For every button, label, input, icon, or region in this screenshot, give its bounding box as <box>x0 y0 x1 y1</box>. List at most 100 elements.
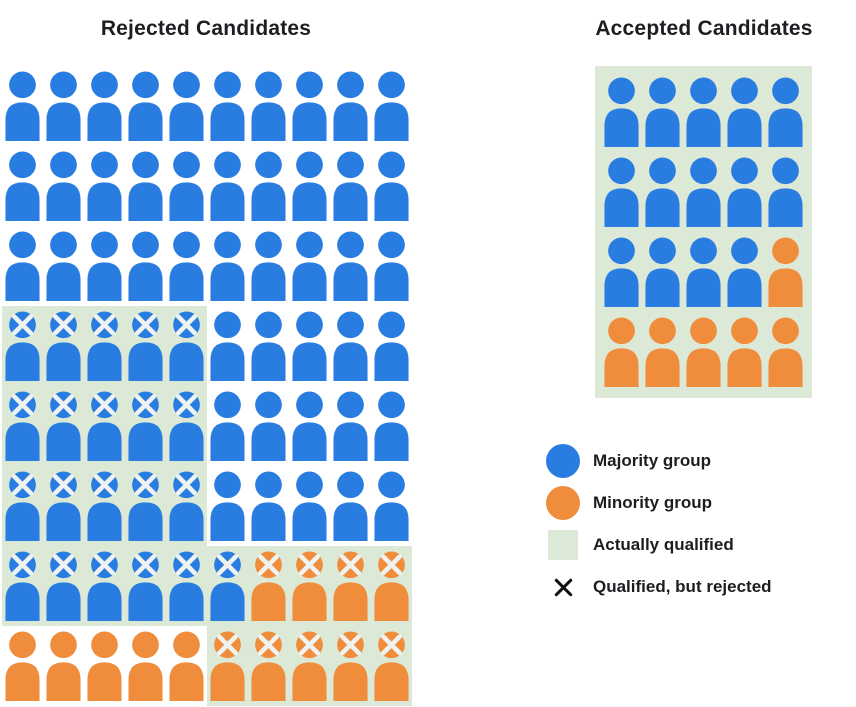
person-majority-qualified-crossed <box>43 546 84 626</box>
person-majority-qualified <box>683 152 724 232</box>
person-minority-qualified-crossed <box>248 546 289 626</box>
person-majority <box>248 226 289 306</box>
person-icon <box>374 391 409 461</box>
person-icon <box>46 151 81 221</box>
person-majority-qualified-crossed <box>43 386 84 466</box>
person-icon <box>727 317 762 387</box>
person-icon <box>604 317 639 387</box>
person-icon <box>128 471 163 541</box>
person-majority-qualified <box>642 72 683 152</box>
person-majority <box>289 66 330 146</box>
person-icon <box>333 391 368 461</box>
person-icon <box>5 71 40 141</box>
person-icon <box>87 631 122 701</box>
person-icon <box>727 77 762 147</box>
person-minority-qualified-crossed <box>289 626 330 706</box>
person-icon <box>128 71 163 141</box>
person-icon <box>645 317 680 387</box>
person-majority <box>330 466 371 546</box>
person-icon <box>210 471 245 541</box>
person-majority <box>166 66 207 146</box>
person-majority <box>248 66 289 146</box>
person-icon <box>292 631 327 701</box>
person-majority-qualified-crossed <box>84 386 125 466</box>
person-majority <box>371 386 412 466</box>
x-mark-icon <box>546 576 580 599</box>
person-majority-qualified-crossed <box>125 546 166 626</box>
person-minority-qualified <box>642 312 683 392</box>
person-majority-qualified-crossed <box>166 466 207 546</box>
person-icon <box>210 71 245 141</box>
person-majority <box>330 306 371 386</box>
person-majority-qualified <box>765 152 806 232</box>
person-icon <box>46 471 81 541</box>
person-majority-qualified-crossed <box>84 466 125 546</box>
person-icon <box>251 471 286 541</box>
person-icon <box>46 551 81 621</box>
person-majority <box>2 146 43 226</box>
person-majority-qualified <box>642 152 683 232</box>
person-icon <box>210 631 245 701</box>
person-majority <box>330 66 371 146</box>
person-minority-qualified-crossed <box>248 626 289 706</box>
person-icon <box>374 311 409 381</box>
person-majority <box>125 226 166 306</box>
accepted-candidates-grid <box>595 66 812 398</box>
legend: Majority group Minority group Actually qua… <box>546 444 772 612</box>
legend-label: Actually qualified <box>593 535 734 554</box>
person-icon <box>333 311 368 381</box>
person-majority-qualified-crossed <box>166 386 207 466</box>
person-majority <box>330 146 371 226</box>
person-icon <box>87 471 122 541</box>
legend-item: Majority group <box>546 444 772 478</box>
person-icon <box>686 317 721 387</box>
legend-label: Minority group <box>593 493 712 512</box>
person-majority-qualified-crossed <box>2 386 43 466</box>
person-majority <box>330 226 371 306</box>
person-icon <box>5 391 40 461</box>
person-icon <box>5 551 40 621</box>
person-icon <box>292 151 327 221</box>
legend-label: Qualified, but rejected <box>593 577 772 596</box>
person-icon <box>169 631 204 701</box>
person-icon <box>768 317 803 387</box>
person-icon <box>251 231 286 301</box>
person-majority <box>207 466 248 546</box>
person-majority <box>289 466 330 546</box>
person-icon <box>645 157 680 227</box>
person-icon <box>292 391 327 461</box>
person-icon <box>169 311 204 381</box>
person-majority-qualified <box>601 72 642 152</box>
accepted-candidates-title: Accepted Candidates <box>595 17 813 40</box>
person-majority <box>125 146 166 226</box>
person-icon <box>46 391 81 461</box>
person-majority-qualified <box>724 232 765 312</box>
person-icon <box>169 151 204 221</box>
person-minority-qualified-crossed <box>207 626 248 706</box>
person-minority-qualified <box>724 312 765 392</box>
person-icon <box>87 391 122 461</box>
person-icon <box>686 157 721 227</box>
legend-item: Qualified, but rejected <box>546 570 772 604</box>
person-icon <box>333 631 368 701</box>
person-majority-qualified <box>601 232 642 312</box>
person-icon <box>128 231 163 301</box>
legend-label: Majority group <box>593 451 712 470</box>
legend-item: Minority group <box>546 486 772 520</box>
person-icon <box>128 391 163 461</box>
person-majority <box>371 226 412 306</box>
person-majority <box>289 306 330 386</box>
person-icon <box>46 631 81 701</box>
person-majority-qualified <box>683 72 724 152</box>
person-majority <box>84 66 125 146</box>
person-minority-qualified-crossed <box>371 626 412 706</box>
person-minority-qualified <box>601 312 642 392</box>
person-majority <box>84 226 125 306</box>
person-majority-qualified-crossed <box>2 546 43 626</box>
person-icon <box>5 311 40 381</box>
person-minority-qualified <box>765 232 806 312</box>
person-majority <box>166 226 207 306</box>
person-majority-qualified-crossed <box>125 386 166 466</box>
person-majority-qualified <box>642 232 683 312</box>
person-icon <box>604 157 639 227</box>
